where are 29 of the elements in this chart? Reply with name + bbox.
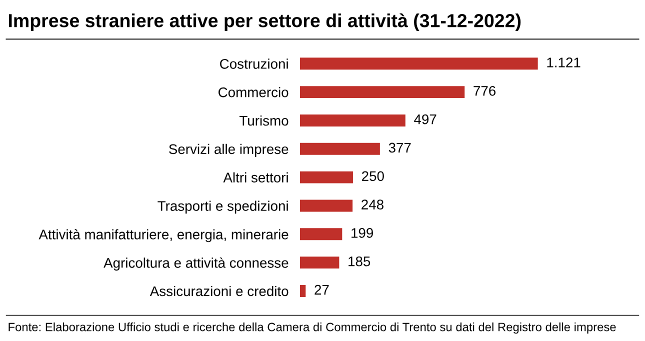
data-label: 377 bbox=[388, 142, 411, 153]
data-label: 1.121 bbox=[547, 58, 580, 68]
y-tick-label: Assicurazioni e credito bbox=[150, 286, 288, 296]
data-label: 250 bbox=[362, 171, 384, 182]
data-label: 185 bbox=[348, 256, 370, 266]
y-tick-label: Agricoltura e attività connesse bbox=[104, 257, 288, 271]
y-tick-label: Servizi alle imprese bbox=[169, 144, 288, 157]
bar bbox=[300, 200, 353, 212]
y-tick-label: Costruzioni bbox=[220, 58, 288, 69]
bar bbox=[300, 142, 380, 155]
bar bbox=[300, 285, 306, 297]
bar bbox=[300, 58, 538, 70]
bar bbox=[300, 86, 465, 98]
y-tick-label: Trasporti e spedizioni bbox=[158, 200, 288, 214]
data-label: 497 bbox=[414, 114, 436, 124]
bar bbox=[300, 114, 406, 126]
data-label: 776 bbox=[474, 86, 496, 96]
data-label: 27 bbox=[314, 284, 329, 295]
y-tick-label: Altri settori bbox=[223, 172, 288, 182]
bar bbox=[300, 256, 340, 269]
bar bbox=[300, 228, 342, 240]
y-tick-label: Commercio bbox=[218, 87, 288, 98]
y-tick-label: Turismo bbox=[239, 115, 288, 126]
data-label: 199 bbox=[352, 228, 374, 238]
chart-title: Imprese straniere attive per settore di attività (31-12-2022) bbox=[8, 13, 521, 31]
bar bbox=[300, 171, 353, 184]
y-tick-label: Attività manifatturiere, energia, minerarie bbox=[38, 229, 288, 242]
source-note: Fonte: Elaborazione Ufficio studi e ricerche della Camera di Commercio di Trento su dati del Registro delle imprese bbox=[8, 322, 616, 334]
data-label: 248 bbox=[362, 200, 384, 210]
